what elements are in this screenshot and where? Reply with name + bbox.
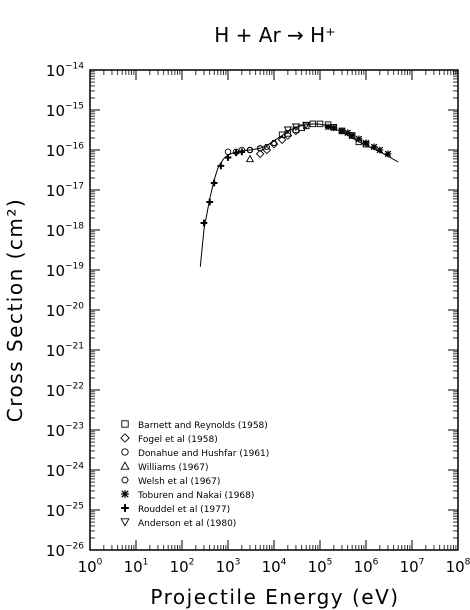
data-point-star xyxy=(324,123,332,131)
legend-marker-circle xyxy=(121,448,129,456)
x-tick-label: 103 xyxy=(216,558,241,577)
data-point-square xyxy=(316,120,324,128)
data-point-cross xyxy=(224,154,232,161)
data-point-circle xyxy=(224,148,232,156)
data-points xyxy=(200,120,392,227)
legend-label: Rouddel et al (1977) xyxy=(138,505,230,515)
legend: Barnett and Reynolds (1958) Fogel et al (… xyxy=(120,420,269,529)
data-point-triangle-down xyxy=(291,123,301,132)
data-point-triangle-up xyxy=(245,154,255,163)
y-tick-label: 10−23 xyxy=(46,422,84,441)
data-point-star xyxy=(384,150,392,158)
legend-label: Toburen and Nakai (1968) xyxy=(137,491,254,501)
data-point-diamond xyxy=(291,126,301,136)
data-point-star xyxy=(348,132,356,139)
legend-marker-triangle-down xyxy=(120,518,130,527)
data-point-hexagon xyxy=(270,140,278,146)
y-tick-label: 10−16 xyxy=(46,142,84,161)
x-axis-label: Projectile Energy (eV) xyxy=(150,585,399,609)
data-point-star xyxy=(370,143,378,151)
x-tick-label: 106 xyxy=(354,558,379,577)
y-tick-label: 10−19 xyxy=(46,262,84,281)
data-point-square xyxy=(298,124,305,131)
y-tick-label: 10−18 xyxy=(46,222,84,241)
legend-label: Barnett and Reynolds (1958) xyxy=(138,421,268,431)
legend-label: Welsh et al (1967) xyxy=(138,477,220,487)
y-tick-label: 10−22 xyxy=(46,382,84,401)
data-point-star xyxy=(355,135,363,143)
data-point-diamond xyxy=(255,149,265,159)
y-tick-label: 10−21 xyxy=(46,342,84,361)
data-point-triangle-down xyxy=(283,126,292,135)
y-axis-label: Cross Section (cm²) xyxy=(3,198,27,422)
x-tick-label: 107 xyxy=(400,558,425,577)
y-tick-label: 10−25 xyxy=(46,502,84,521)
data-point-hexagon xyxy=(246,147,254,153)
legend-marker-hexagon xyxy=(121,476,129,484)
y-tick-label: 10−26 xyxy=(46,542,84,561)
legend-marker-square xyxy=(121,420,129,428)
data-point-cross xyxy=(206,198,214,206)
data-point-star xyxy=(362,139,370,147)
data-point-cross xyxy=(232,149,240,157)
x-tick-label: 102 xyxy=(170,558,195,577)
y-axis: 10−26 10−25 10−24 10−23 10−22 10−21 10−20 10−19… xyxy=(46,62,458,561)
data-point-triangle-down xyxy=(302,121,311,130)
x-tick-label: 101 xyxy=(124,558,149,577)
x-tick-label: 105 xyxy=(308,558,333,577)
x-axis: 100 101 102 103 104 105 106 107 108 xyxy=(78,70,470,576)
data-point-star xyxy=(344,129,352,137)
data-point-diamond xyxy=(277,135,287,145)
data-point-hexagon xyxy=(263,143,271,150)
legend-marker-cross xyxy=(121,504,129,512)
y-tick-label: 10−17 xyxy=(46,182,84,201)
data-point-star xyxy=(376,146,384,154)
data-point-hexagon xyxy=(256,145,264,152)
legend-marker-diamond xyxy=(120,433,130,443)
y-tick-label: 10−14 xyxy=(46,62,84,81)
legend-marker-triangle-up xyxy=(120,461,130,470)
legend-label: Donahue and Hushfar (1961) xyxy=(138,449,269,459)
data-point-star xyxy=(330,124,338,132)
data-point-cross xyxy=(238,148,246,156)
data-point-square xyxy=(309,120,317,128)
data-point-square xyxy=(284,130,292,137)
data-point-diamond xyxy=(262,145,272,155)
chart-title: H + Ar → H⁺ xyxy=(214,23,335,47)
legend-marker-star xyxy=(121,490,129,498)
data-point-star xyxy=(338,127,346,135)
data-point-cross xyxy=(217,162,225,170)
data-point-cross xyxy=(210,179,218,187)
legend-label: Anderson et al (1980) xyxy=(138,519,236,529)
x-tick-label: 108 xyxy=(446,558,470,577)
data-point-cross xyxy=(200,219,208,227)
x-tick-label: 100 xyxy=(78,558,103,577)
legend-label: Fogel et al (1958) xyxy=(138,435,218,445)
y-tick-label: 10−24 xyxy=(46,462,84,481)
x-tick-label: 104 xyxy=(262,558,287,577)
legend-label: Williams (1967) xyxy=(138,463,208,473)
data-point-diamond xyxy=(283,131,293,140)
y-tick-label: 10−20 xyxy=(46,302,84,321)
y-tick-label: 10−15 xyxy=(46,102,84,121)
